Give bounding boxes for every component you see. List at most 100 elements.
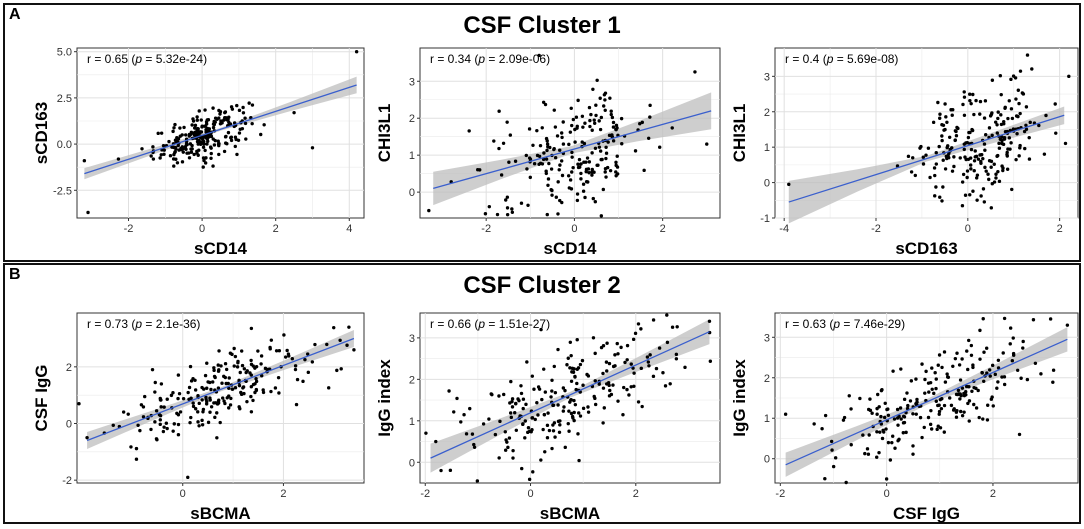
fit-line <box>430 331 710 459</box>
data-point <box>191 401 195 405</box>
data-point <box>893 446 897 450</box>
panel-b-letter: B <box>9 266 21 283</box>
data-point <box>306 370 311 375</box>
data-point <box>285 348 289 353</box>
data-point <box>972 159 977 163</box>
data-point <box>552 364 556 369</box>
data-point <box>962 95 967 99</box>
data-point <box>211 380 215 384</box>
correlation-annotation: r = 0.4 (p = 5.69e-08) <box>785 52 898 66</box>
data-point <box>196 153 200 157</box>
data-point <box>182 125 186 130</box>
data-point <box>508 411 513 415</box>
data-point <box>952 155 956 159</box>
data-point <box>996 116 1000 121</box>
data-point <box>497 109 501 113</box>
data-point <box>1051 380 1055 384</box>
data-point <box>954 129 958 134</box>
data-point <box>536 385 541 389</box>
data-point <box>982 116 987 120</box>
data-point <box>1009 141 1013 145</box>
data-point <box>996 110 1000 114</box>
plot-CSF-IgG-vs-IgG-index: -2 0 2 0 1 2 3 CSF IgG IgG index r = 0.63 (p = 7.… <box>730 312 1079 523</box>
correlation-annotation: r = 0.65 (p = 5.32e-24) <box>87 52 207 66</box>
data-point <box>665 313 669 317</box>
data-point <box>994 172 998 176</box>
data-point <box>587 160 592 164</box>
data-point <box>178 126 182 130</box>
panel-a <box>3 3 1081 262</box>
data-point <box>1018 69 1023 73</box>
data-point <box>663 384 668 388</box>
data-point <box>971 363 975 367</box>
data-point <box>199 136 203 140</box>
data-point <box>212 366 216 370</box>
data-point <box>884 427 888 431</box>
data-point <box>952 164 956 169</box>
y-tick-label: 0 <box>409 187 415 199</box>
data-point <box>538 143 543 148</box>
data-point <box>921 162 926 166</box>
data-point <box>648 103 652 108</box>
data-point <box>604 175 608 179</box>
data-point <box>209 387 213 392</box>
data-point <box>591 87 595 91</box>
data-point <box>995 154 999 158</box>
data-point <box>228 403 233 407</box>
data-point <box>987 177 991 182</box>
data-point <box>251 398 255 403</box>
data-point <box>1024 127 1029 131</box>
data-point <box>1007 99 1011 103</box>
data-point <box>969 147 974 152</box>
data-point <box>172 145 176 150</box>
data-point <box>958 156 962 160</box>
y-tick-label: 2 <box>409 374 415 386</box>
data-point <box>539 327 543 332</box>
data-point <box>599 115 604 120</box>
data-point <box>601 421 605 425</box>
x-tick-label: 2 <box>273 223 279 235</box>
data-point <box>988 374 992 378</box>
data-point <box>967 338 971 343</box>
data-point <box>217 152 221 157</box>
data-point <box>645 355 650 359</box>
data-point <box>224 116 228 120</box>
data-point <box>986 403 990 407</box>
data-point <box>1023 146 1027 151</box>
data-point <box>883 401 887 405</box>
data-point <box>188 364 193 369</box>
data-point <box>568 340 573 344</box>
data-point <box>967 384 971 389</box>
data-point <box>608 388 612 393</box>
plot-area <box>76 312 365 484</box>
data-point <box>592 170 596 174</box>
data-point <box>603 170 607 174</box>
data-point <box>241 105 245 110</box>
data-point <box>571 117 576 122</box>
panel-b-title: CSF Cluster 2 <box>463 272 621 299</box>
data-point <box>926 146 931 150</box>
data-point <box>237 383 242 388</box>
confidence-band <box>433 92 712 206</box>
data-point <box>570 150 574 155</box>
data-point <box>540 397 544 402</box>
data-point <box>957 363 962 367</box>
data-point <box>941 185 945 189</box>
data-point <box>924 369 928 374</box>
data-point <box>946 375 951 380</box>
data-point <box>455 396 459 401</box>
data-point <box>556 212 560 216</box>
data-point <box>995 386 999 390</box>
data-point <box>508 401 512 405</box>
data-point <box>197 424 201 428</box>
data-point <box>1048 317 1053 321</box>
data-point <box>823 413 828 418</box>
data-point <box>972 385 976 390</box>
data-point <box>940 122 944 127</box>
data-point <box>263 366 268 371</box>
data-point <box>521 406 525 411</box>
data-point <box>610 115 615 120</box>
data-point <box>651 374 656 379</box>
data-point <box>201 145 206 150</box>
data-point <box>566 356 570 360</box>
